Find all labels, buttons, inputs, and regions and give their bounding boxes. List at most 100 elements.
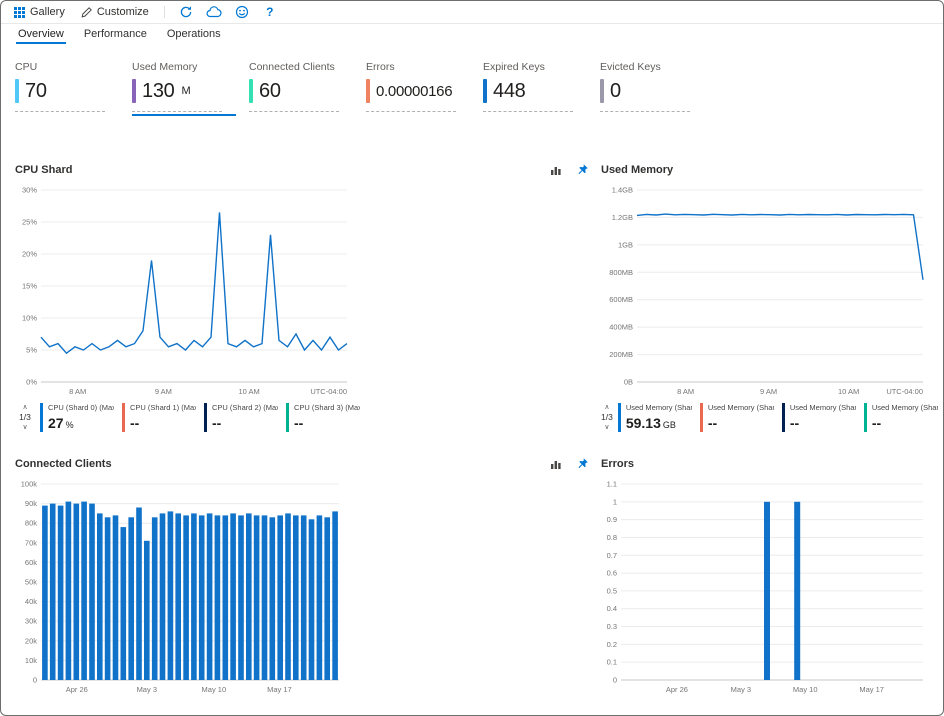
- metric-tile-errors[interactable]: Errors 0.00000166: [366, 61, 471, 116]
- chart-svg-cpu-shard: 0% 5% 10% 15% 20% 25% 30% 8 AM 9 AM 10 AM UTC-04:0…: [22, 186, 348, 396]
- pin-icon[interactable]: [575, 457, 589, 471]
- metric-tile-used-memory[interactable]: Used Memory 130 M: [132, 61, 237, 116]
- svg-text:30%: 30%: [22, 186, 37, 195]
- svg-text:1: 1: [613, 497, 617, 506]
- tile-underline: [15, 111, 105, 112]
- metric-tiles: CPU 70 Used Memory 130 M Connected Clients 60 E…: [1, 45, 943, 116]
- used-memory-chart[interactable]: 0B 200MB 400MB 600MB 800MB 1GB 1.2GB 1.4GB 8 AM 9…: [601, 184, 931, 398]
- tile-value-row: 0.00000166: [366, 78, 471, 104]
- svg-text:20%: 20%: [22, 250, 37, 259]
- metric-tile-connected-clients[interactable]: Connected Clients 60: [249, 61, 354, 116]
- charts-grid: CPU Shard 0% 5% 10% 15% 20% 25% 30% 8 AM 9 AM 10 …: [1, 116, 943, 696]
- chart-card-header: Errors: [601, 456, 931, 472]
- svg-text:May 17: May 17: [859, 685, 884, 694]
- legend-page-down-icon[interactable]: ∨: [22, 423, 28, 431]
- tile-value: 0: [610, 79, 621, 102]
- legend-item[interactable]: CPU (Shard 3) (Max) --: [286, 403, 360, 432]
- legend-value: --: [294, 415, 304, 431]
- tab-performance[interactable]: Performance: [75, 24, 156, 45]
- tile-label: Expired Keys: [483, 61, 545, 73]
- legend-label: Used Memory (Shard 1...: [707, 403, 774, 412]
- chart-card-header: CPU Shard: [15, 162, 601, 178]
- legend-label: CPU (Shard 3) (Max): [294, 403, 360, 412]
- svg-text:Apr 26: Apr 26: [66, 685, 88, 694]
- legend-label: CPU (Shard 2) (Max): [212, 403, 278, 412]
- customize-button[interactable]: Customize: [74, 4, 156, 20]
- legend-item[interactable]: Used Memory (Shard 1... --: [699, 403, 774, 432]
- legend-item[interactable]: CPU (Shard 1) (Max) --: [122, 403, 196, 432]
- svg-text:8 AM: 8 AM: [677, 387, 694, 396]
- legend-item[interactable]: Used Memory (Shard 3... --: [863, 403, 938, 432]
- tile-value-row: 130 M: [132, 78, 237, 104]
- svg-text:0%: 0%: [26, 378, 37, 387]
- svg-text:1.4GB: 1.4GB: [612, 186, 633, 195]
- chart-svg-connected-clients: 0 10k 20k 30k 40k 50k 60k 70k 80k 90k 100k Apr 26 Ma…: [21, 479, 339, 694]
- svg-text:70k: 70k: [25, 538, 37, 547]
- legend-item[interactable]: Used Memory (Shard 2... --: [781, 403, 856, 432]
- legend-item[interactable]: CPU (Shard 2) (Max) --: [204, 403, 278, 432]
- svg-text:0.7: 0.7: [607, 550, 617, 559]
- svg-text:0.5: 0.5: [607, 586, 617, 595]
- metric-tile-expired-keys[interactable]: Expired Keys 448: [483, 61, 588, 116]
- legend-value: 59.13 GB: [625, 415, 676, 431]
- legend-value: 27%: [48, 415, 74, 431]
- tile-color-bar: [600, 79, 604, 103]
- chart-hover-actions: [549, 457, 601, 471]
- tile-color-bar: [483, 79, 487, 103]
- svg-text:9 AM: 9 AM: [155, 387, 172, 396]
- toolbar-separator: [163, 6, 165, 18]
- tile-color-bar: [366, 79, 370, 103]
- feedback-smiley-button[interactable]: [229, 3, 255, 22]
- edit-chart-icon[interactable]: [549, 163, 563, 177]
- metric-tile-cpu[interactable]: CPU 70: [15, 61, 120, 116]
- tile-color-bar: [249, 79, 253, 103]
- connected-clients-chart[interactable]: 0 10k 20k 30k 40k 50k 60k 70k 80k 90k 100k Apr 26 Ma…: [15, 478, 601, 696]
- tile-value-row: 0: [600, 78, 705, 104]
- tab-operations[interactable]: Operations: [158, 24, 230, 45]
- svg-text:0.4: 0.4: [607, 604, 617, 613]
- svg-text:1.1: 1.1: [607, 479, 617, 488]
- cloud-button[interactable]: [201, 3, 227, 22]
- svg-text:200MB: 200MB: [609, 350, 633, 359]
- errors-chart[interactable]: 0 0.1 0.2 0.3 0.4 0.5 0.6 0.7 0.8 0.9 1 1.1 Apr 26 Ma…: [601, 478, 931, 696]
- svg-text:May 3: May 3: [731, 685, 751, 694]
- cpu-shard-legend: ∧ 1/3 ∨ CPU (Shard 0) (Max) 27% CPU (Shard 1)…: [15, 403, 601, 432]
- svg-text:1.2GB: 1.2GB: [612, 213, 633, 222]
- legend-page-up-icon[interactable]: ∧: [22, 404, 28, 411]
- svg-text:5%: 5%: [26, 346, 37, 355]
- legend-page-up-icon[interactable]: ∧: [604, 404, 610, 411]
- legend-value: --: [871, 415, 882, 431]
- svg-text:UTC-04:00: UTC-04:00: [310, 387, 347, 396]
- tile-label: Connected Clients: [249, 61, 335, 73]
- svg-text:0B: 0B: [624, 378, 633, 387]
- svg-text:May 10: May 10: [793, 685, 818, 694]
- svg-text:8 AM: 8 AM: [69, 387, 86, 396]
- chart-card-header: Connected Clients: [15, 456, 601, 472]
- tile-value-row: 60: [249, 78, 354, 104]
- edit-chart-icon[interactable]: [549, 457, 563, 471]
- cpu-shard-chart[interactable]: 0% 5% 10% 15% 20% 25% 30% 8 AM 9 AM 10 AM UTC-04:0…: [15, 184, 601, 398]
- legend-label: CPU (Shard 0) (Max): [48, 403, 114, 412]
- legend-item[interactable]: CPU (Shard 0) (Max) 27%: [40, 403, 114, 432]
- help-button[interactable]: ?: [257, 3, 283, 22]
- metric-tile-evicted-keys[interactable]: Evicted Keys 0: [600, 61, 705, 116]
- legend-page-number: 1/3: [601, 412, 613, 422]
- tile-value: 70: [25, 79, 47, 102]
- tab-overview[interactable]: Overview: [9, 24, 73, 45]
- svg-text:40k: 40k: [25, 597, 37, 606]
- gallery-button[interactable]: Gallery: [7, 4, 72, 20]
- svg-text:15%: 15%: [22, 282, 37, 291]
- svg-text:10 AM: 10 AM: [838, 387, 859, 396]
- tile-underline: [600, 111, 690, 112]
- pin-icon[interactable]: [575, 163, 589, 177]
- chart-title: CPU Shard: [15, 164, 73, 176]
- gallery-label: Gallery: [30, 6, 65, 18]
- legend-value: --: [707, 415, 718, 431]
- tile-unit: M: [181, 85, 191, 97]
- chart-card-cpu-shard: CPU Shard 0% 5% 10% 15% 20% 25% 30% 8 AM 9 AM 10 …: [15, 162, 601, 432]
- legend-page-down-icon[interactable]: ∨: [604, 423, 610, 431]
- svg-text:0.1: 0.1: [607, 657, 617, 666]
- refresh-button[interactable]: [173, 3, 199, 22]
- svg-text:UTC-04:00: UTC-04:00: [886, 387, 923, 396]
